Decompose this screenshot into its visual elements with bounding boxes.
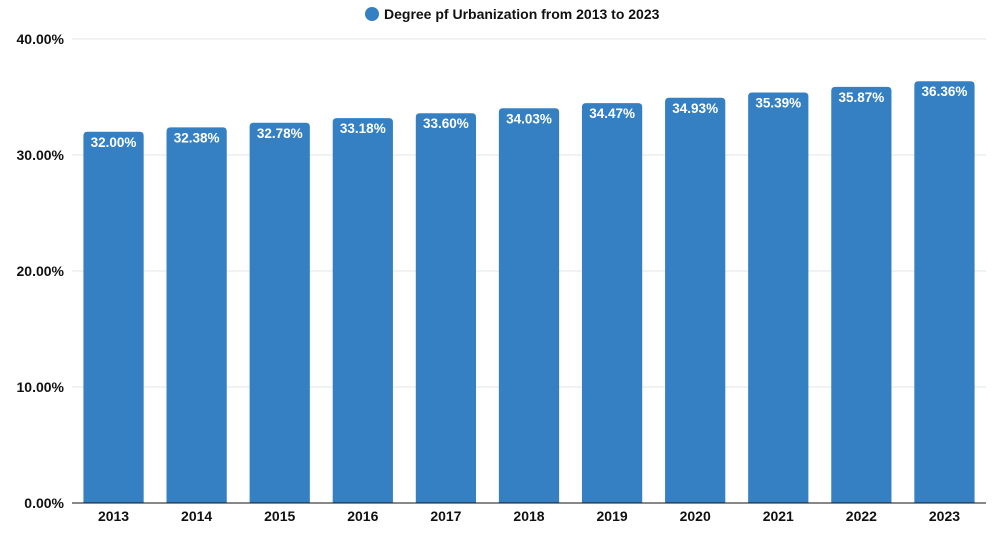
bar-2016[interactable]: [332, 118, 393, 503]
bar-2023[interactable]: [914, 81, 975, 503]
legend[interactable]: Degree pf Urbanization from 2013 to 2023: [365, 6, 660, 22]
bar-2015[interactable]: [249, 122, 310, 503]
bar-2021[interactable]: [748, 92, 809, 503]
data-label-2019: 34.47%: [589, 106, 635, 121]
x-tick-label-2022: 2022: [846, 508, 877, 524]
data-label-2023: 36.36%: [922, 84, 968, 99]
data-label-2016: 33.18%: [340, 121, 386, 136]
x-tick-label-2016: 2016: [347, 508, 378, 524]
axis-layer: 0.00% 10.00% 20.00% 30.00% 40.00% 2013 2014 201…: [17, 31, 986, 524]
legend-marker-icon: [365, 7, 379, 21]
data-label-2021: 35.39%: [755, 95, 801, 110]
legend-label: Degree pf Urbanization from 2013 to 2023: [384, 6, 660, 22]
y-tick-label: 20.00%: [17, 263, 65, 279]
x-tick-label-2013: 2013: [98, 508, 129, 524]
bar-2017[interactable]: [415, 113, 477, 504]
data-label-2014: 32.38%: [174, 130, 220, 145]
x-tick-label-2018: 2018: [513, 508, 544, 524]
x-tick-label-2023: 2023: [929, 508, 960, 524]
x-tick-label-2014: 2014: [181, 508, 212, 524]
data-label-2017: 33.60%: [423, 116, 469, 131]
x-tick-label-2015: 2015: [264, 508, 295, 524]
bar-2019[interactable]: [581, 103, 643, 503]
data-label-2015: 32.78%: [257, 126, 303, 141]
bar-2014[interactable]: [166, 127, 227, 503]
data-labels-layer: 32.00% 32.38% 32.78% 33.18% 33.60% 34.03% 34.4…: [91, 84, 968, 150]
data-label-2022: 35.87%: [838, 90, 884, 105]
y-tick-label: 10.00%: [17, 379, 65, 395]
x-tick-label-2021: 2021: [763, 508, 794, 524]
bar-2022[interactable]: [831, 86, 892, 504]
y-tick-label: 30.00%: [17, 147, 65, 163]
data-label-2020: 34.93%: [672, 101, 718, 116]
bar-2020[interactable]: [665, 97, 726, 503]
data-label-2018: 34.03%: [506, 111, 552, 126]
bars-layer: [83, 81, 975, 504]
x-tick-label-2019: 2019: [597, 508, 628, 524]
bar-2018[interactable]: [498, 108, 560, 503]
x-tick-label-2017: 2017: [430, 508, 461, 524]
x-tick-label-2020: 2020: [680, 508, 711, 524]
bar-2013[interactable]: [83, 131, 144, 504]
data-label-2013: 32.00%: [91, 135, 137, 150]
y-tick-label: 0.00%: [24, 495, 64, 511]
y-tick-label: 40.00%: [17, 31, 65, 47]
